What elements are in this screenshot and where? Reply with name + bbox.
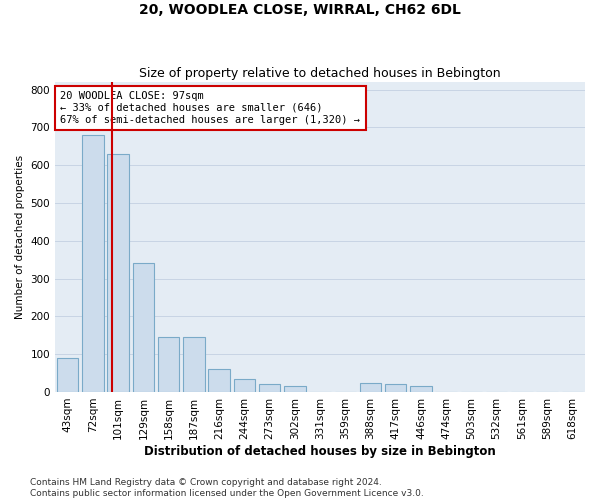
Bar [57,358,79,392]
Text: Contains HM Land Registry data © Crown copyright and database right 2024.
Contai: Contains HM Land Registry data © Crown c… [30,478,424,498]
Bar [208,370,230,392]
Y-axis label: Number of detached properties: Number of detached properties [15,155,25,319]
X-axis label: Distribution of detached houses by size in Bebington: Distribution of detached houses by size … [144,444,496,458]
Title: Size of property relative to detached houses in Bebington: Size of property relative to detached ho… [139,66,501,80]
Bar [82,135,104,392]
Bar [284,386,305,392]
Bar [158,337,179,392]
Bar [259,384,280,392]
Bar [233,378,255,392]
Bar [385,384,406,392]
Bar [107,154,129,392]
Bar [360,382,381,392]
Bar [133,264,154,392]
Text: 20 WOODLEA CLOSE: 97sqm
← 33% of detached houses are smaller (646)
67% of semi-d: 20 WOODLEA CLOSE: 97sqm ← 33% of detache… [61,92,361,124]
Bar [183,337,205,392]
Bar [410,386,431,392]
Text: 20, WOODLEA CLOSE, WIRRAL, CH62 6DL: 20, WOODLEA CLOSE, WIRRAL, CH62 6DL [139,2,461,16]
